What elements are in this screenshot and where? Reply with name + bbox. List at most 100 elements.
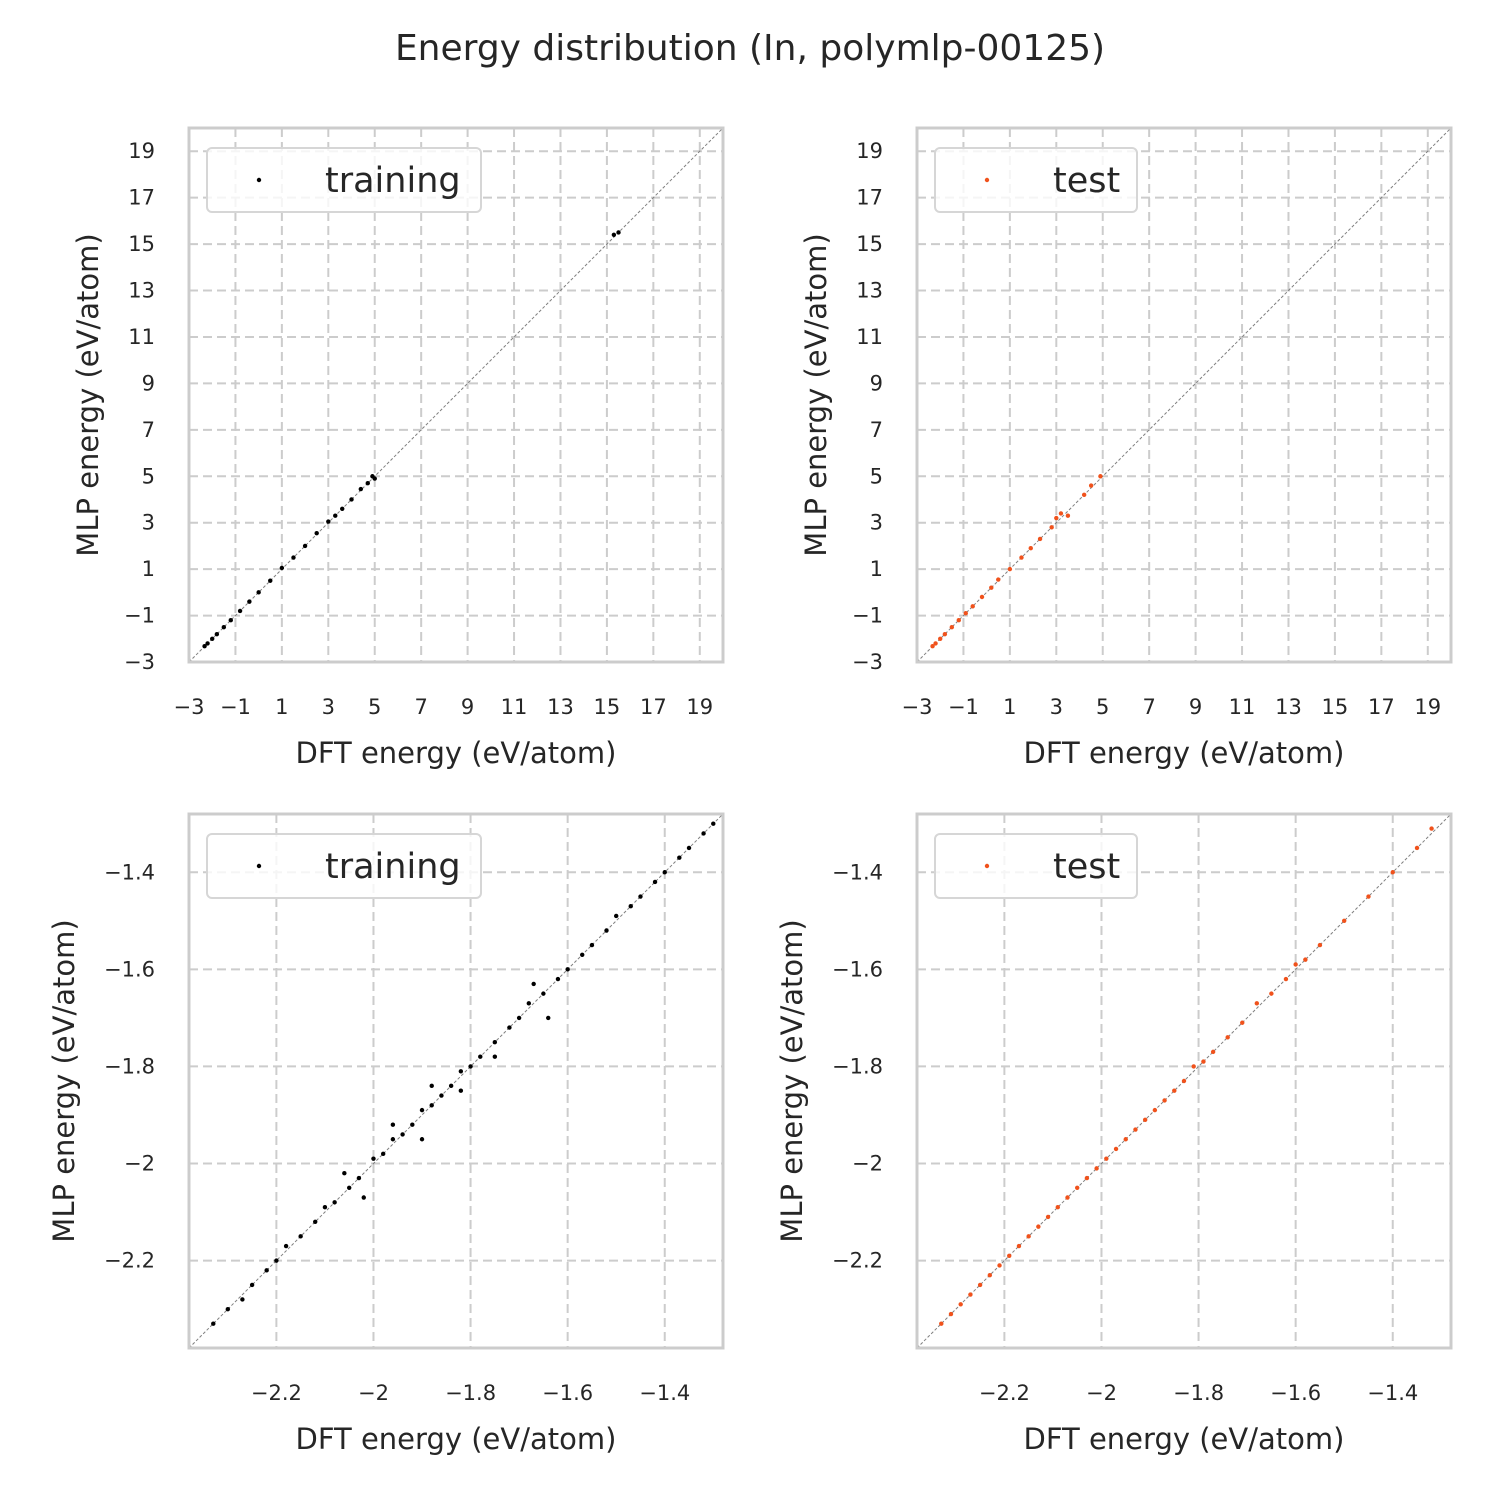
axes-frame [187,812,725,1350]
x-tick-label: 13 [547,695,574,719]
data-point [1191,1064,1196,1069]
data-point [1065,513,1071,518]
legend: test [934,833,1138,899]
axes-frame [915,812,1453,1350]
data-point [1152,1107,1158,1113]
data-point [202,644,207,649]
data-point [526,1001,532,1006]
data-point [372,476,377,481]
figure-title: Energy distribution (In, polymlp-00125) [395,28,1105,69]
data-point [1075,1185,1080,1191]
data-point [546,1015,551,1021]
data-point [938,636,943,641]
x-tick-label: −2 [358,1381,389,1405]
legend-marker [984,177,990,183]
axes-frame [915,126,1453,664]
data-point [468,1064,473,1069]
data-point [419,1137,425,1142]
legend-box [206,833,482,899]
data-point [997,1263,1002,1268]
x-axis-label: DFT energy (eV/atom) [296,736,617,770]
data-point [358,486,364,492]
legend-marker [984,863,990,869]
data-point [531,981,536,987]
x-tick-label: 1 [275,695,288,719]
data-point [614,913,619,919]
x-tick-label: 15 [594,695,621,719]
y-tick-label: 17 [856,186,883,210]
data-point [1210,1049,1216,1055]
y-tick-label: 11 [128,325,155,349]
panel-top-left: −3 −1 1 3 5 7 9 11 13 15 17 19−3−1135791113151719DF… [71,126,725,770]
data-point [541,991,546,996]
data-point [1084,1175,1090,1181]
data-point [1028,546,1033,551]
data-point [628,904,633,909]
data-point [390,1122,396,1127]
y-tick-label: −1.8 [104,1054,155,1078]
x-tick-label: −2 [1086,1381,1117,1405]
data-point [516,1015,522,1021]
x-tick-label: 11 [501,695,528,719]
x-tick-label: 5 [1096,695,1109,719]
data-point [1094,1166,1099,1171]
series-test [930,474,1103,649]
y-tick-label: 15 [856,232,883,256]
y-tick-label: −1.8 [832,1054,883,1078]
legend-label: training [325,161,461,201]
data-point [340,506,345,511]
data-point [256,590,261,595]
y-tick-label: 3 [142,511,155,535]
y-tick-label: 9 [142,371,155,395]
x-tick-label: 9 [1189,695,1202,719]
data-point [1293,962,1298,967]
data-point [205,641,210,646]
data-point [616,230,621,235]
x-tick-label: 1 [1003,695,1016,719]
data-point [326,519,331,524]
panel-bottom-left: −2.2 −2 −1.8 −1.6 −1.4 −2.2 −2 −1.8 −1.6 −1.4 DFT … [47,812,725,1456]
y-tick-label: −3 [852,650,883,674]
legend-box [206,147,482,213]
data-point [1045,1214,1051,1220]
data-point [1303,957,1308,962]
y-axis-label: MLP energy (eV/atom) [775,919,809,1242]
data-point [302,543,308,549]
axes-frame [187,126,725,664]
series-test [939,826,1434,1326]
data-point [1123,1137,1128,1142]
x-tick-label: −2.2 [979,1381,1030,1405]
x-tick-label: 9 [461,695,474,719]
y-tick-label: −1.4 [104,860,155,884]
x-tick-label: −1 [220,695,251,719]
data-point [1162,1098,1167,1103]
data-point [1366,894,1371,899]
data-point [1065,1195,1070,1200]
reference-line [188,127,724,663]
y-tick-label: 11 [856,325,883,349]
panel-top-right: −3 −1 1 3 5 7 9 11 13 15 17 19−3−1135791113151719DF… [799,126,1453,770]
data-point [221,624,227,630]
data-point [283,1243,289,1249]
y-tick-label: −1.4 [832,860,883,884]
data-point [565,967,570,972]
data-point [1026,1234,1031,1239]
data-point [429,1083,434,1089]
data-point [313,1219,318,1224]
data-point [1181,1078,1187,1084]
legend-marker [256,863,262,869]
data-point [210,636,215,641]
y-tick-label: −2 [124,1152,155,1176]
data-point [314,530,319,536]
y-tick-label: 17 [128,186,155,210]
data-point [365,481,370,486]
data-point [555,976,561,982]
y-tick-label: −2 [852,1152,883,1176]
series-training [202,230,621,649]
y-tick-label: −1 [852,604,883,628]
data-point [298,1234,303,1239]
legend-marker [256,177,262,183]
data-point [1317,942,1323,948]
legend-label: test [1053,161,1120,201]
y-tick-label: −3 [124,650,155,674]
